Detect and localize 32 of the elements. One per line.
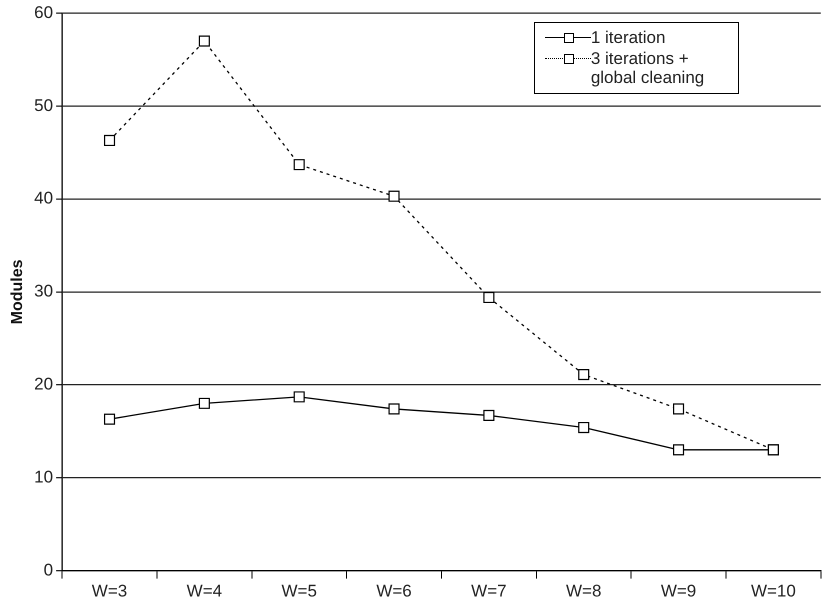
point [294,391,305,402]
point [672,444,684,456]
x-tick-label: W=7 [471,581,507,600]
legend-label: 3 iterations + global cleaning [590,49,706,88]
y-tick-label: 10 [34,467,54,486]
point [483,292,494,304]
point [578,369,590,380]
y-tick-label: 30 [34,282,54,301]
y-tick-label: 20 [34,374,54,394]
point [388,403,400,415]
y-tick-label: 40 [34,188,54,208]
point [294,159,305,170]
point [104,134,116,146]
x-tick-label: W=4 [186,581,222,600]
x-tick-label: W=8 [566,581,602,600]
x-tick-label: W=9 [660,581,696,600]
x-tick-label: W=10 [750,581,796,600]
point [198,398,210,409]
legend-label: 1 iteration [590,28,666,48]
point [672,403,684,415]
y-tick-label: 0 [44,560,54,580]
y-tick-label: 60 [34,2,54,22]
y-tick-label: 50 [34,96,54,115]
point [198,36,210,47]
x-tick-label: W=5 [281,581,317,600]
x-tick-label: W=6 [376,581,412,600]
point [388,190,400,202]
y-axis-title: Modules [9,259,26,324]
point [578,422,590,434]
point [104,414,116,425]
point [483,410,494,422]
x-tick-label: W=3 [92,581,128,600]
